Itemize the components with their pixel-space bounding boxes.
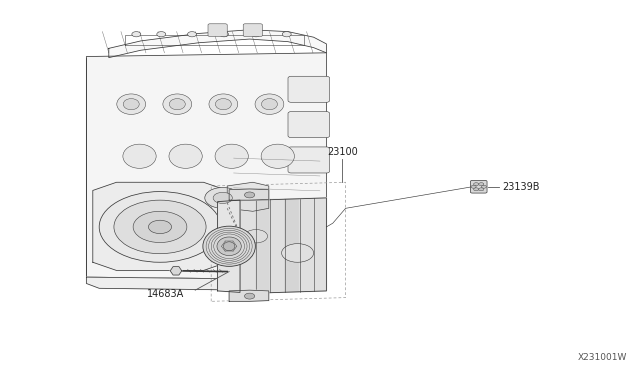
Ellipse shape [169,144,202,168]
Text: 23139B: 23139B [502,182,540,192]
Polygon shape [285,199,300,292]
Circle shape [282,244,314,262]
Ellipse shape [261,99,277,110]
Ellipse shape [163,94,192,115]
Polygon shape [300,198,314,292]
Circle shape [244,293,255,299]
Polygon shape [229,189,269,200]
Circle shape [205,187,241,208]
Polygon shape [314,198,326,291]
FancyBboxPatch shape [288,112,330,138]
Polygon shape [229,290,269,301]
FancyBboxPatch shape [243,24,262,36]
Polygon shape [109,30,326,58]
Polygon shape [86,277,326,291]
Polygon shape [270,199,285,292]
Ellipse shape [255,94,284,115]
Text: X231001W: X231001W [578,353,627,362]
Ellipse shape [209,94,238,115]
Circle shape [148,220,172,234]
Circle shape [220,32,228,37]
Circle shape [474,188,479,191]
Ellipse shape [203,226,255,266]
Circle shape [481,185,486,188]
Polygon shape [170,267,182,275]
Polygon shape [240,200,256,293]
Circle shape [244,230,268,243]
Polygon shape [256,199,270,293]
Circle shape [244,192,255,198]
Circle shape [282,32,291,37]
FancyBboxPatch shape [288,147,330,173]
Circle shape [479,183,484,186]
Ellipse shape [261,144,294,168]
Ellipse shape [169,99,186,110]
Ellipse shape [217,237,241,256]
Circle shape [252,32,260,37]
Polygon shape [227,182,269,211]
Ellipse shape [215,99,232,110]
Circle shape [157,32,166,37]
FancyBboxPatch shape [288,76,330,102]
Ellipse shape [215,144,248,168]
Ellipse shape [123,144,156,168]
Polygon shape [234,198,326,294]
Circle shape [479,188,484,191]
Circle shape [132,32,141,37]
FancyBboxPatch shape [470,180,487,193]
Polygon shape [86,53,326,280]
Circle shape [188,32,196,37]
Polygon shape [93,182,227,270]
Circle shape [114,200,206,254]
Circle shape [474,183,479,186]
Circle shape [99,192,221,262]
Polygon shape [218,200,240,292]
Ellipse shape [116,94,146,115]
Circle shape [471,185,476,188]
Ellipse shape [223,242,235,251]
FancyBboxPatch shape [208,24,227,36]
Text: 23100: 23100 [327,147,358,157]
Circle shape [133,211,187,243]
Circle shape [213,192,232,203]
Ellipse shape [123,99,140,110]
Text: 14683A: 14683A [147,289,184,299]
